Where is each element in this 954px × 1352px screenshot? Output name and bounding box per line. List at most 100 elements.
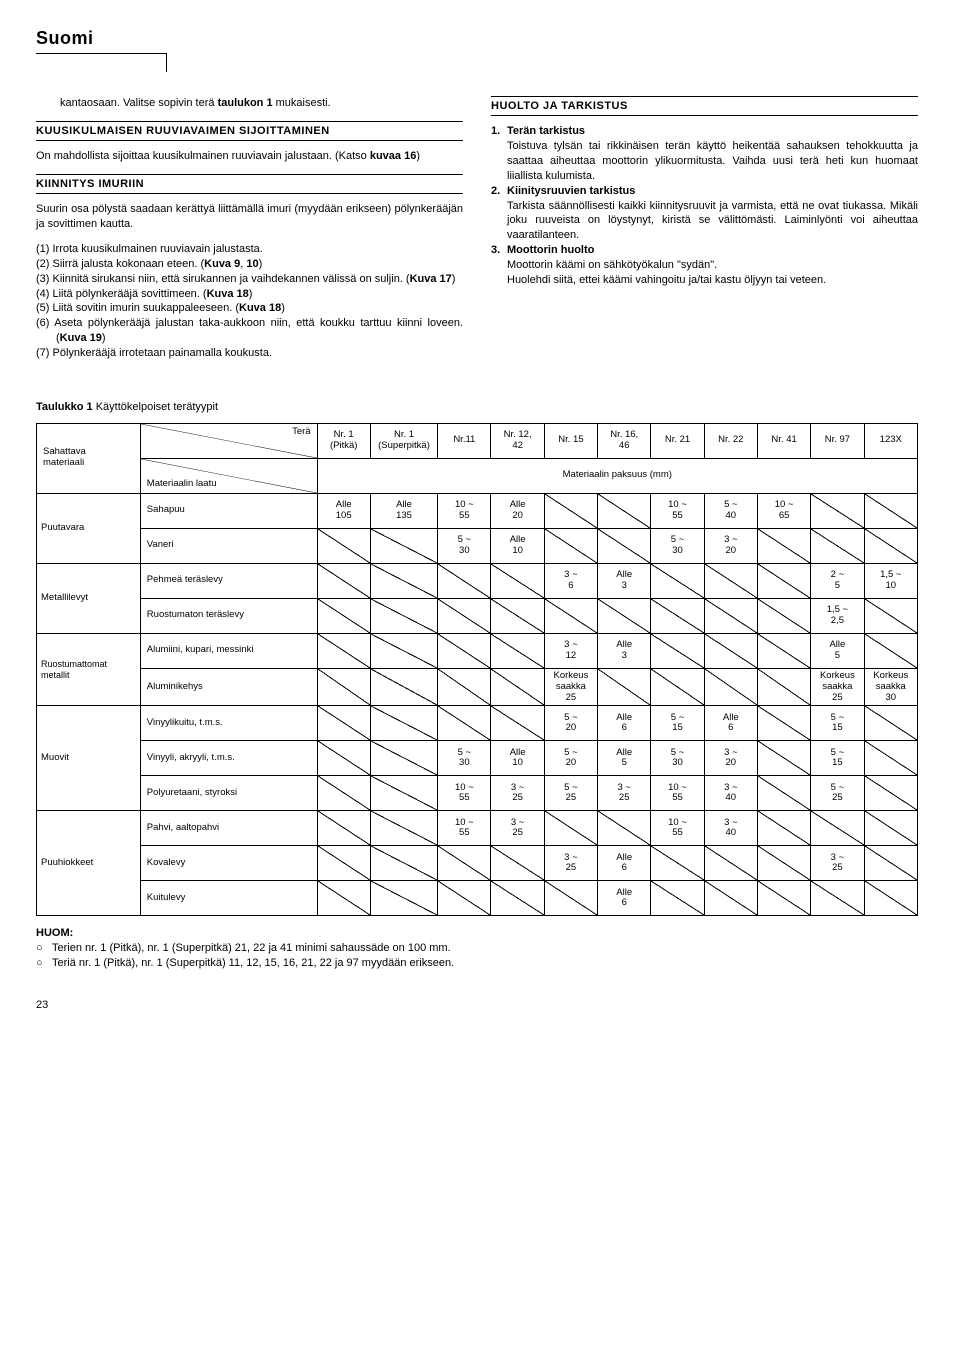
table-cell: Alle6 [598,706,651,741]
table-cell: Alle6 [704,706,757,741]
table-cell [317,563,370,598]
table-cell: 5 ~15 [811,741,864,776]
table-cell: 3 ~6 [544,563,597,598]
table-cell [704,846,757,881]
sec2-list-item: (4) Liitä pölynkerääjä sovittimeen. (Kuv… [36,287,463,302]
table-cell [704,881,757,916]
sec1-p1b: kuvaa 16 [370,150,416,162]
bullet-icon: ○ [36,956,52,971]
sec2-list-item: (1) Irrota kuusikulmainen ruuviavain jal… [36,242,463,257]
table-cell: Alle5 [598,741,651,776]
sec2-title: KIINNITYS IMURIIN [36,174,463,194]
table-cell [438,706,491,741]
table-category: Metallilevyt [37,563,141,633]
table-cell [704,598,757,633]
huom-title: HUOM: [36,926,918,941]
table-row-label: Pehmeä teräslevy [140,563,317,598]
table-row-label: Ruostumaton teräslevy [140,598,317,633]
table-cell [544,881,597,916]
table-cell [651,563,704,598]
table-cell: 5 ~40 [704,493,757,528]
table-cell [317,668,370,706]
intro-prefix: kantaosaan. Valitse sopivin terä [60,97,218,109]
table-cell: 3 ~40 [704,776,757,811]
table-row-label: Kuitulevy [140,881,317,916]
table-cell: 10 ~55 [438,493,491,528]
table-cell [864,776,917,811]
table-row-label: Sahapuu [140,493,317,528]
table-cell [864,881,917,916]
table-cell [491,846,544,881]
table-cell [544,811,597,846]
table-cell [757,633,810,668]
table-cell [370,528,437,563]
table-cell [370,741,437,776]
table-cell: 10 ~55 [651,493,704,528]
table-col-header: Nr. 1(Superpitkä) [370,423,437,458]
table-category: Puuhiokkeet [37,811,141,916]
table-cell [651,668,704,706]
table-cell [317,633,370,668]
table-cell: 5 ~30 [438,741,491,776]
sec1-title: KUUSIKULMAISEN RUUVIAVAIMEN SIJOITTAMINE… [36,121,463,141]
table-cell [438,881,491,916]
table-cell [491,598,544,633]
table-cell [491,563,544,598]
table-cell: 1,5 ~10 [864,563,917,598]
sec2-list-item: (2) Siirrä jalusta kokonaan eteen. (Kuva… [36,257,463,272]
table-cell: 3 ~25 [811,846,864,881]
table-cell: Alle3 [598,633,651,668]
table-cell: Alle3 [598,563,651,598]
table-cell [370,563,437,598]
table-cell [544,528,597,563]
huom-title-text: HUOM: [36,927,73,939]
left-column: kantaosaan. Valitse sopivin terä tauluko… [36,96,463,371]
table-row-label: Polyuretaani, styroksi [140,776,317,811]
table-col-header: Nr. 97 [811,423,864,458]
table-row-label: Pahvi, aaltopahvi [140,811,317,846]
page-header: Suomi [36,28,918,72]
table-cell: 5 ~15 [811,706,864,741]
table-cell [317,811,370,846]
table-cell: 3 ~40 [704,811,757,846]
table-cell [651,881,704,916]
table-cell [544,598,597,633]
sec2-list-item: (7) Pölynkerääjä irrotetaan painamalla k… [36,346,463,361]
table-cell: Alle5 [811,633,864,668]
table-col-header: 123X [864,423,917,458]
table-cell [317,741,370,776]
right-list-item: 3.Moottorin huoltoMoottorin käämi on säh… [491,243,918,288]
table-cell [598,598,651,633]
table-cell [757,776,810,811]
table-cell [491,668,544,706]
table-col-header: Nr. 16,46 [598,423,651,458]
table-cell [317,706,370,741]
table-cell [757,668,810,706]
table-cell: Alle105 [317,493,370,528]
table-cell: Alle6 [598,846,651,881]
sec1-p1c: ) [416,150,420,162]
table-cell [864,598,917,633]
table-col-header: Nr. 41 [757,423,810,458]
table-cell [370,706,437,741]
table-diag-cell-2: Materiaalin laatu [140,458,317,493]
huom-l1: Terien nr. 1 (Pitkä), nr. 1 (Superpitkä)… [52,941,451,956]
table-cell [811,493,864,528]
table-cell: 5 ~25 [811,776,864,811]
table-cell [317,846,370,881]
table-cell: 1,5 ~2,5 [811,598,864,633]
table-cell: 3 ~25 [491,776,544,811]
table-cell: 10 ~65 [757,493,810,528]
sec2-list: (1) Irrota kuusikulmainen ruuviavain jal… [36,242,463,361]
table-cell: 3 ~25 [491,811,544,846]
table-cell: 3 ~25 [598,776,651,811]
intro-bold: taulukon 1 [218,97,273,109]
table-cell: Korkeussaakka25 [811,668,864,706]
table-cell [438,563,491,598]
table-cell [757,563,810,598]
table-cell [438,668,491,706]
table-cell: 5 ~30 [438,528,491,563]
right-list-item: 1.Terän tarkistusToistuva tylsän tai rik… [491,124,918,183]
table-cell [757,598,810,633]
table-cell [438,846,491,881]
